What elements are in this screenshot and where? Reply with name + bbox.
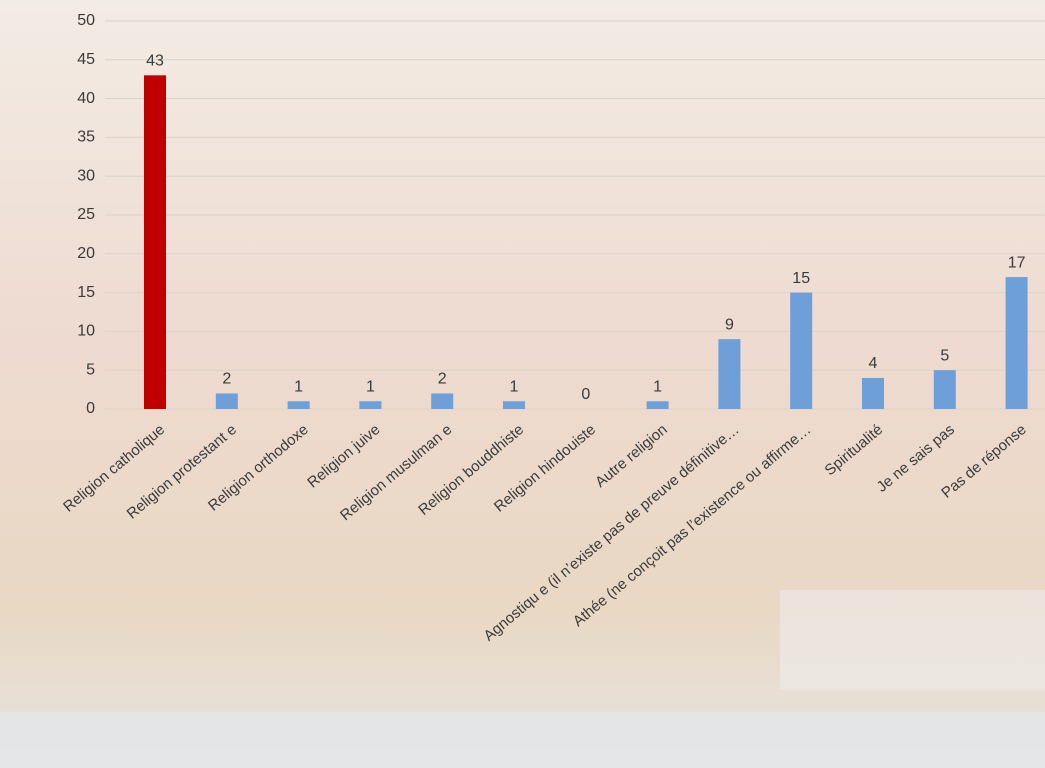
data-label: 17 bbox=[1008, 254, 1026, 271]
bar bbox=[431, 393, 454, 409]
bar bbox=[503, 401, 525, 409]
bar bbox=[215, 393, 238, 409]
data-label: 2 bbox=[222, 371, 231, 388]
y-tick-label: 0 bbox=[86, 400, 95, 417]
bar bbox=[862, 377, 884, 409]
y-tick-label: 20 bbox=[77, 245, 95, 262]
y-tick-label: 10 bbox=[77, 323, 95, 340]
y-tick-label: 45 bbox=[77, 51, 95, 68]
data-label: 15 bbox=[792, 270, 810, 287]
background-desk bbox=[0, 712, 1045, 768]
data-label: 2 bbox=[438, 371, 447, 388]
y-tick-label: 50 bbox=[77, 12, 95, 29]
y-tick-label: 35 bbox=[77, 129, 95, 146]
data-label: 1 bbox=[366, 378, 375, 395]
bar bbox=[790, 292, 813, 409]
y-tick-label: 25 bbox=[77, 206, 95, 223]
data-label: 5 bbox=[940, 347, 949, 364]
y-tick-label: 40 bbox=[77, 90, 95, 107]
data-label: 1 bbox=[653, 378, 662, 395]
y-tick-label: 5 bbox=[86, 361, 95, 378]
data-label: 4 bbox=[869, 355, 878, 372]
data-label: 1 bbox=[294, 378, 303, 395]
bar bbox=[1005, 277, 1028, 409]
bar bbox=[359, 401, 382, 409]
y-tick-label: 15 bbox=[77, 284, 95, 301]
data-label: 43 bbox=[146, 53, 164, 70]
data-label: 9 bbox=[725, 316, 734, 333]
bar bbox=[144, 75, 166, 409]
data-label: 0 bbox=[581, 386, 590, 403]
bar bbox=[646, 401, 669, 409]
bar bbox=[933, 370, 956, 409]
y-tick-label: 30 bbox=[77, 167, 95, 184]
data-label: 1 bbox=[510, 378, 519, 395]
background-table bbox=[780, 590, 1045, 690]
bar bbox=[718, 339, 741, 409]
bar bbox=[287, 401, 310, 409]
